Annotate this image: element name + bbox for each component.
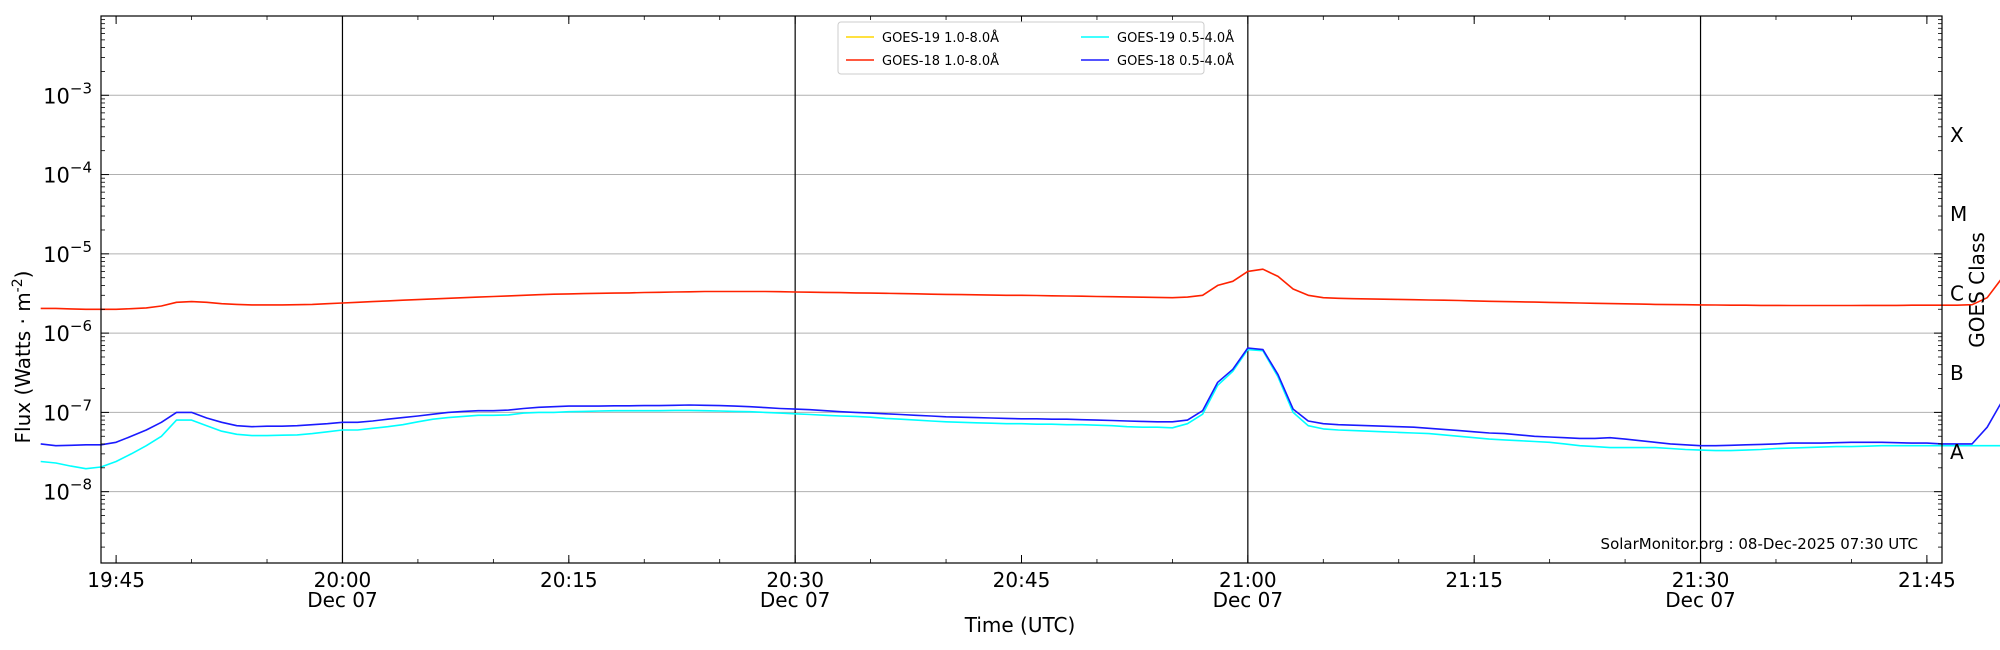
goes-class-labels: A B C M X [1950,123,1967,464]
series-line-2 [40,348,2000,470]
legend-label: GOES-19 0.5-4.0Å [1117,30,1234,46]
x-tick-date: Dec 07 [307,588,378,612]
y-tick-label: 10−6 [43,317,92,346]
legend: GOES-19 1.0-8.0Å GOES-18 1.0-8.0Å GOES-19 … [837,21,1234,75]
x-tick-label: 20:00 [314,568,372,592]
legend-label: GOES-18 0.5-4.0Å [1117,53,1234,69]
x-tick-label: 21:00 [1219,568,1277,592]
y-tick-label: 10−3 [43,79,92,108]
y-axis-label-close: ) [11,271,35,279]
x-tick-label: 21:30 [1672,568,1730,592]
x-axis-label: Time (UTC) [964,613,1076,637]
plot-frame [100,15,1943,564]
y-axis-label-exp: -2 [10,278,26,292]
y-axis-label-text: Flux (Watts · m [11,292,35,443]
goes-class-label: X [1950,123,1964,147]
x-tick-label: 21:45 [1898,568,1956,592]
legend-box [837,21,1205,75]
y-tick-label: 10−4 [43,159,92,188]
x-tick-label: 21:15 [1445,568,1503,592]
x-tick-date: Dec 07 [1213,588,1284,612]
series-layer [40,268,2000,470]
y-tick-label: 10−5 [43,238,92,267]
right-axis-label: GOES Class [1965,232,1989,348]
legend-label: GOES-18 1.0-8.0Å [882,53,999,69]
day-divider-lines [341,16,1702,563]
legend-items: GOES-19 1.0-8.0Å GOES-18 1.0-8.0Å GOES-19 … [846,30,1234,69]
goes-class-label: B [1950,361,1964,385]
x-tick-label: 19:45 [87,568,145,592]
x-tick-date: Dec 07 [760,588,831,612]
goes-class-label: C [1950,282,1964,306]
series-line-1 [40,268,2000,311]
source-annotation: SolarMonitor.org : 08-Dec-2025 07:30 UTC [1601,535,1918,553]
x-tick-label: 20:30 [766,568,824,592]
y-tick-label: 10−7 [43,396,92,425]
x-tick-date: Dec 07 [1665,588,1736,612]
x-tick-label: 20:45 [993,568,1051,592]
goes-class-label: M [1950,202,1967,226]
x-tick-label: 20:15 [540,568,598,592]
y-axis-ticks: 10−8 10−7 10−6 10−5 10−4 10−3 [43,19,1942,548]
y-axis-label: Flux (Watts · m-2) [10,271,35,444]
legend-label: GOES-19 1.0-8.0Å [882,30,999,46]
grid-layer [101,94,1942,493]
goes-class-label: A [1950,440,1964,464]
y-tick-label: 10−8 [43,476,92,505]
series-line-3 [40,347,2000,447]
